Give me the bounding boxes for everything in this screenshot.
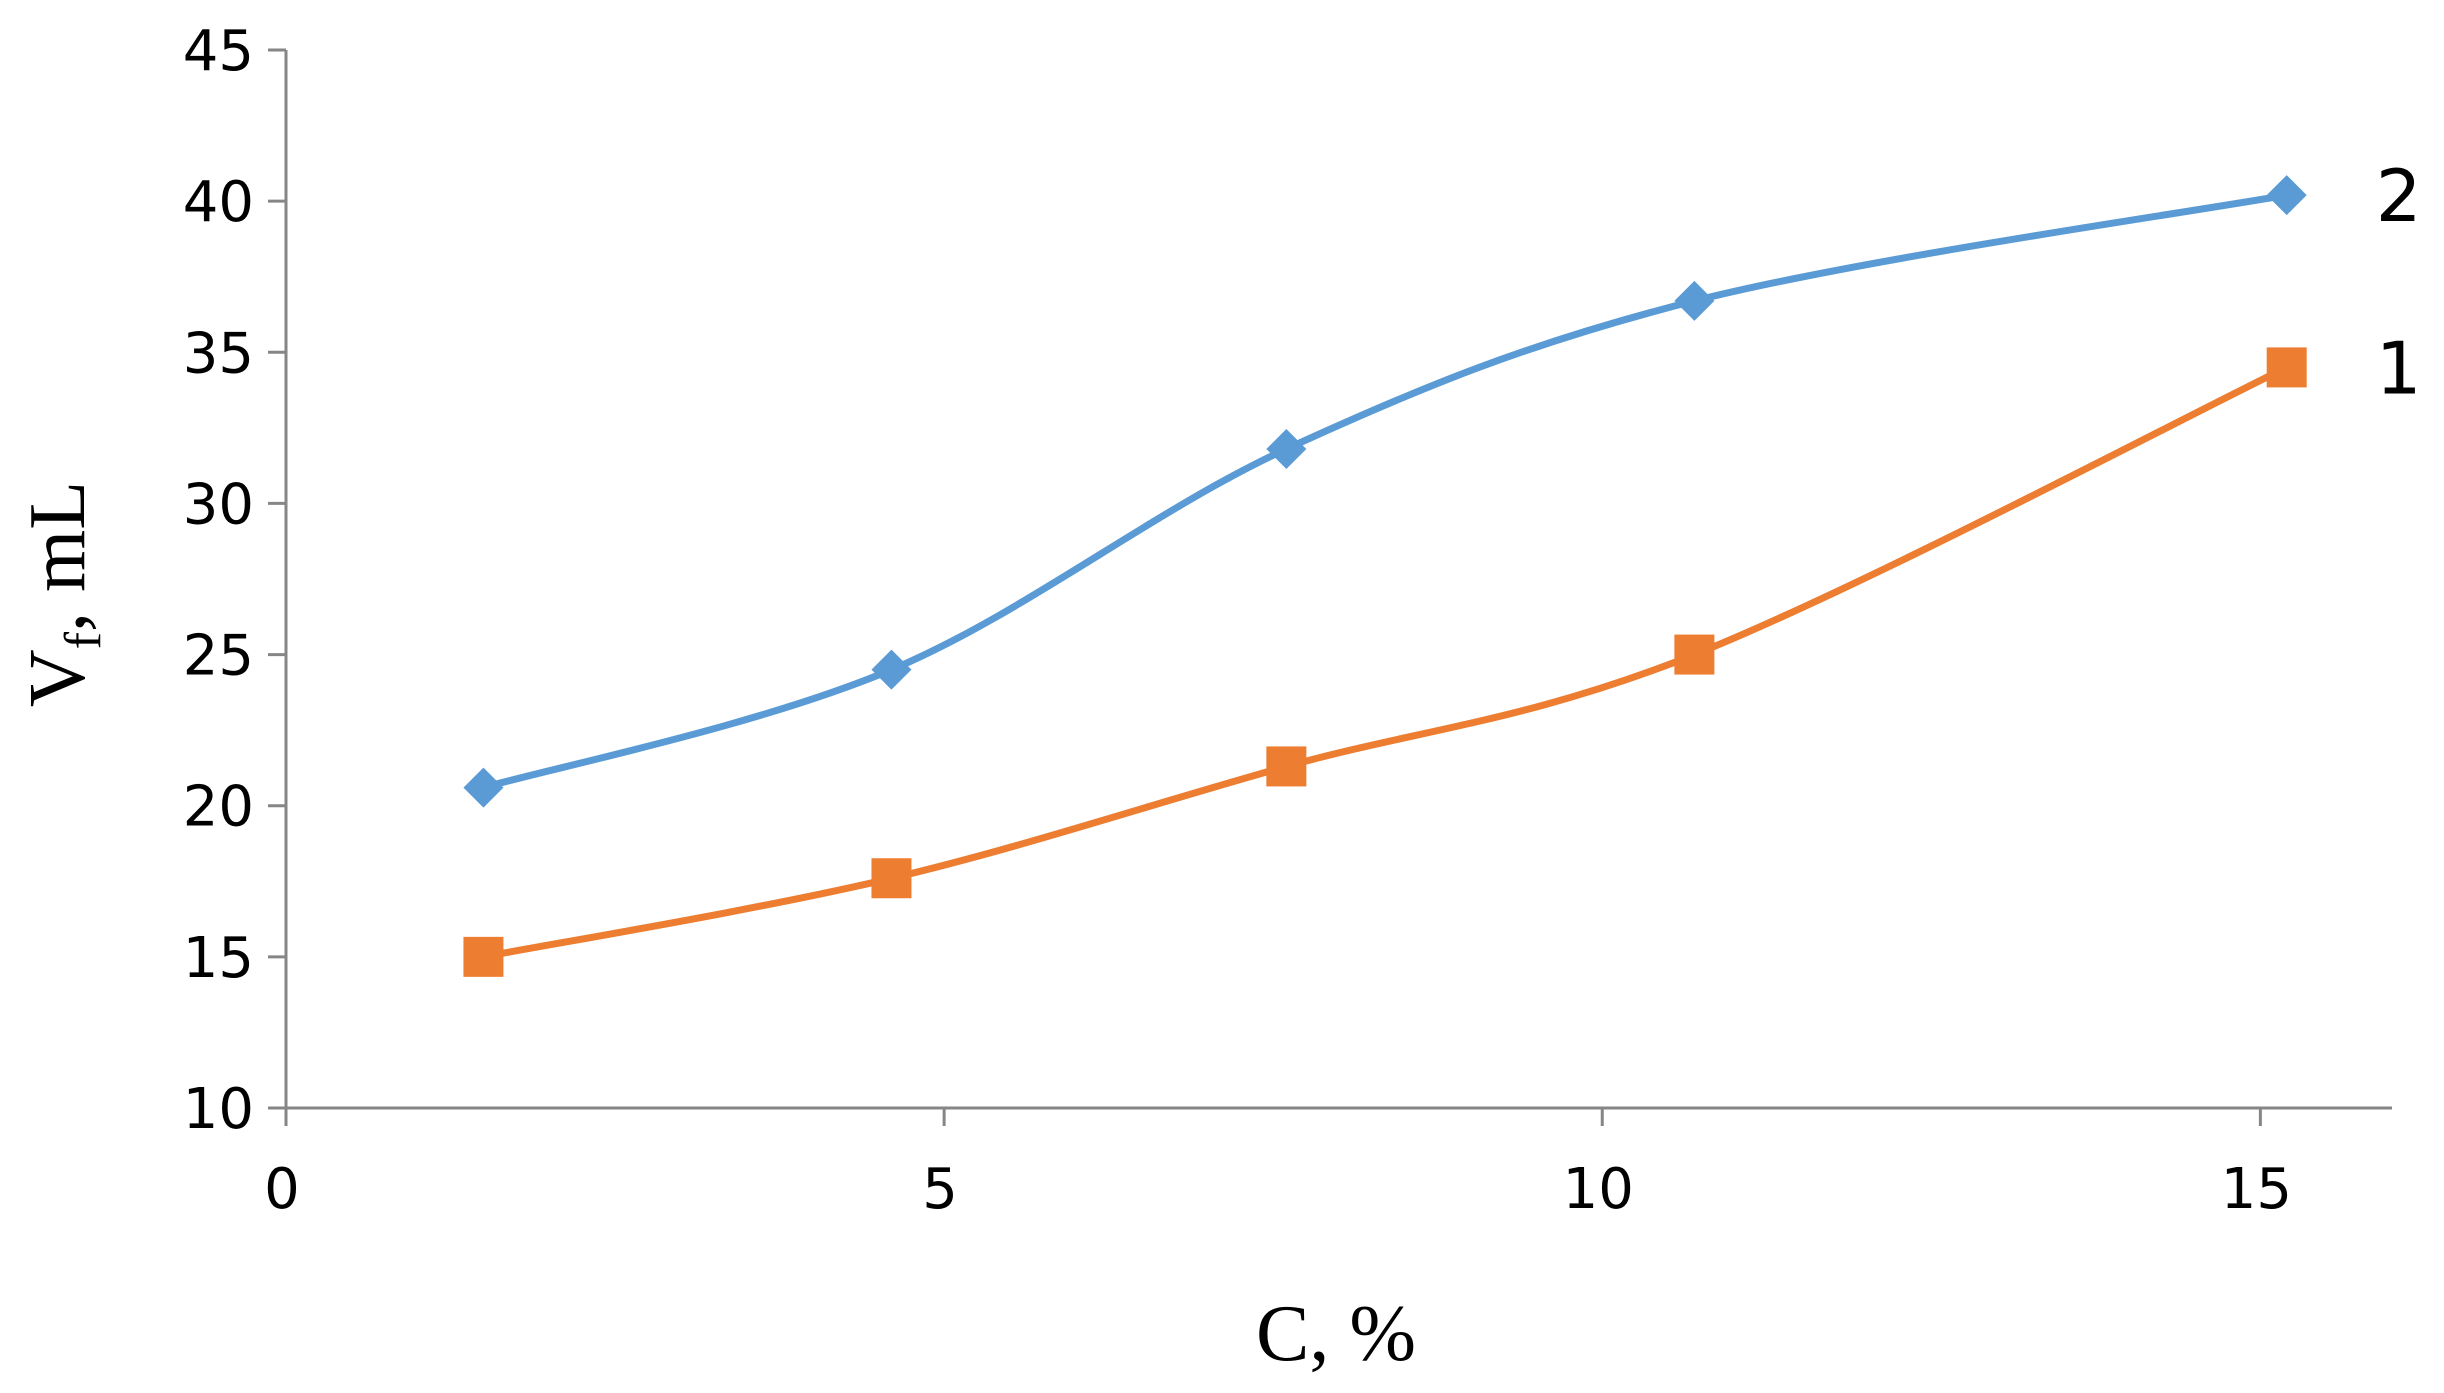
- x-axis-title: C, %: [1256, 1290, 1416, 1378]
- y-axis-title-subscript: f: [55, 631, 112, 649]
- y-ticks: 10 15 20 25 30 35 40 45: [183, 19, 286, 1142]
- series-2-point: [1266, 429, 1307, 470]
- y-tick-label: 15: [183, 926, 254, 991]
- y-tick-label: 40: [183, 170, 254, 235]
- series-2-point: [463, 767, 504, 808]
- series-1-point: [1674, 634, 1715, 675]
- series-2-point: [871, 649, 912, 690]
- x-tick-label: 0: [264, 1157, 300, 1222]
- y-tick-label: 45: [183, 19, 254, 84]
- series-2-point: [1674, 280, 1715, 321]
- series-1: 1: [463, 326, 2422, 977]
- y-tick-label: 20: [183, 775, 254, 840]
- series-1-point: [2266, 347, 2307, 388]
- series-1-line: [482, 364, 2289, 961]
- series-1-point: [871, 858, 912, 899]
- series-1-point: [463, 936, 504, 977]
- y-axis-title: Vf, mL: [14, 481, 112, 707]
- series-1-label: 1: [2376, 326, 2422, 410]
- y-tick-label: 10: [183, 1077, 254, 1142]
- x-ticks: 0 5 10 15: [264, 1108, 2292, 1222]
- series-2-label: 2: [2376, 154, 2422, 238]
- y-tick-label: 25: [183, 624, 254, 689]
- y-tick-label: 30: [183, 472, 254, 537]
- series-2: 2: [463, 154, 2422, 808]
- series-layer: 12: [463, 154, 2422, 977]
- axes: 10 15 20 25 30 35 40 45 0 5 10 15: [183, 19, 2392, 1222]
- y-axis-title-rest: , mL: [14, 481, 102, 632]
- series-2-line: [482, 191, 2288, 791]
- series-1-point: [1266, 746, 1307, 787]
- y-axis-title-main: V: [14, 649, 102, 707]
- y-tick-label: 35: [183, 321, 254, 386]
- x-tick-label: 5: [922, 1157, 958, 1222]
- x-tick-label: 10: [1563, 1157, 1634, 1222]
- x-tick-label: 15: [2221, 1157, 2292, 1222]
- series-2-point: [2266, 175, 2307, 216]
